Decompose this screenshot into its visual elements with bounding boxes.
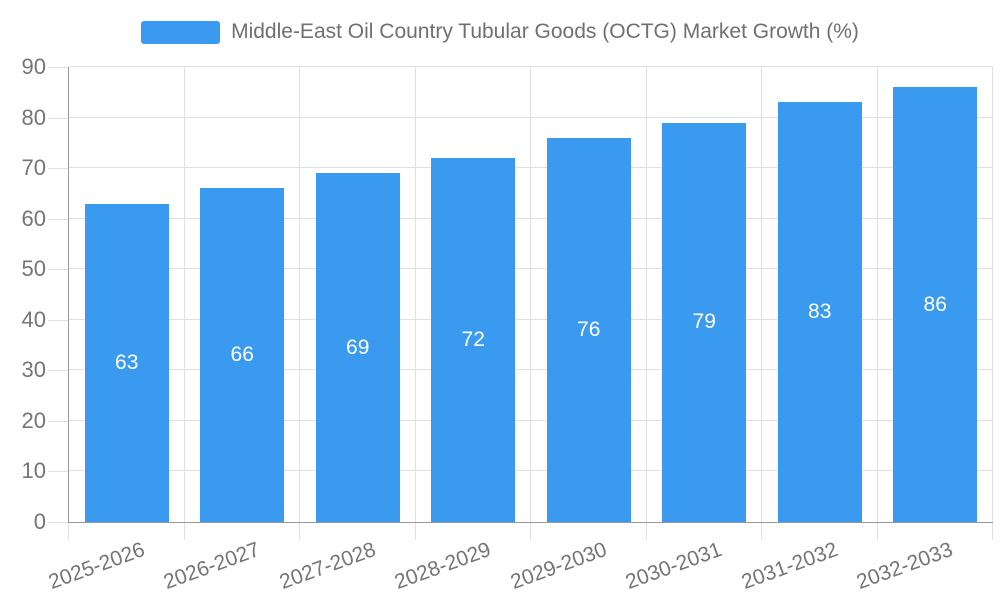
bar-value-label: 79 — [692, 310, 716, 334]
bar-value-label: 72 — [461, 328, 485, 351]
bar-value-label: 76 — [577, 317, 601, 341]
y-axis-tick — [48, 370, 68, 371]
v-gridline — [299, 67, 300, 522]
chart-title: Middle-East Oil Country Tubular Goods (O… — [231, 20, 859, 43]
y-axis-tick-label: 50 — [21, 256, 46, 281]
y-axis-tick-label: 0 — [33, 509, 46, 534]
y-axis-tick-label: 60 — [21, 206, 46, 231]
y-axis-tick-label: 40 — [21, 307, 46, 332]
y-axis-tick — [48, 522, 68, 523]
x-axis-tick — [530, 523, 531, 540]
bar[interactable]: 83 — [777, 102, 862, 522]
y-axis-tick — [48, 67, 68, 68]
x-axis-tick — [992, 523, 993, 540]
y-axis-tick-label: 80 — [21, 105, 46, 130]
v-gridline — [646, 67, 647, 522]
v-gridline — [761, 67, 762, 522]
bar[interactable]: 86 — [893, 87, 978, 522]
bar[interactable]: 63 — [84, 203, 169, 522]
y-axis-tick-label: 70 — [21, 155, 46, 180]
legend-item[interactable]: Middle-East Oil Country Tubular Goods (O… — [141, 20, 859, 44]
bar[interactable]: 69 — [315, 173, 400, 522]
x-axis-tick — [877, 523, 878, 540]
y-axis-tick — [48, 269, 68, 270]
plot-area: 63 66 69 72 76 79 83 86 — [68, 66, 993, 523]
h-gridline — [69, 167, 993, 169]
legend: Middle-East Oil Country Tubular Goods (O… — [0, 20, 1000, 44]
y-axis-tick — [48, 421, 68, 422]
h-gridline — [69, 116, 993, 118]
h-gridline — [69, 268, 993, 270]
y-axis-tick-label: 90 — [21, 54, 46, 79]
y-axis-tick — [48, 219, 68, 220]
h-gridline — [69, 318, 993, 320]
v-gridline — [184, 67, 185, 522]
bar-value-label: 86 — [923, 292, 947, 316]
legend-swatch — [141, 20, 221, 44]
y-axis-tick-label: 20 — [21, 408, 46, 433]
bar[interactable]: 76 — [546, 137, 631, 522]
y-axis-tick-label: 30 — [21, 357, 46, 382]
h-gridline — [69, 217, 993, 219]
bar[interactable]: 66 — [200, 188, 285, 522]
v-gridline — [992, 67, 993, 522]
bar[interactable]: 72 — [431, 158, 516, 522]
bar-value-label: 69 — [346, 335, 370, 359]
h-gridline — [69, 66, 993, 67]
x-axis-tick — [415, 523, 416, 540]
h-gridline — [69, 419, 993, 421]
x-axis-tick — [761, 523, 762, 540]
y-axis-tick — [48, 168, 68, 169]
y-axis-tick-label: 10 — [21, 458, 46, 483]
v-gridline — [415, 67, 416, 522]
x-axis-tick — [646, 523, 647, 540]
h-gridline — [69, 369, 993, 371]
bar-value-label: 66 — [230, 343, 254, 367]
x-axis-tick — [68, 523, 69, 540]
bar[interactable]: 79 — [662, 122, 747, 522]
v-gridline — [877, 67, 878, 522]
x-axis-tick — [184, 523, 185, 540]
bar-value-label: 83 — [808, 300, 832, 324]
y-axis-tick — [48, 320, 68, 321]
bar-value-label: 63 — [115, 350, 139, 374]
x-axis-tick — [299, 523, 300, 540]
v-gridline — [530, 67, 531, 522]
y-axis-tick — [48, 471, 68, 472]
y-axis-tick — [48, 118, 68, 119]
h-gridline — [69, 470, 993, 472]
